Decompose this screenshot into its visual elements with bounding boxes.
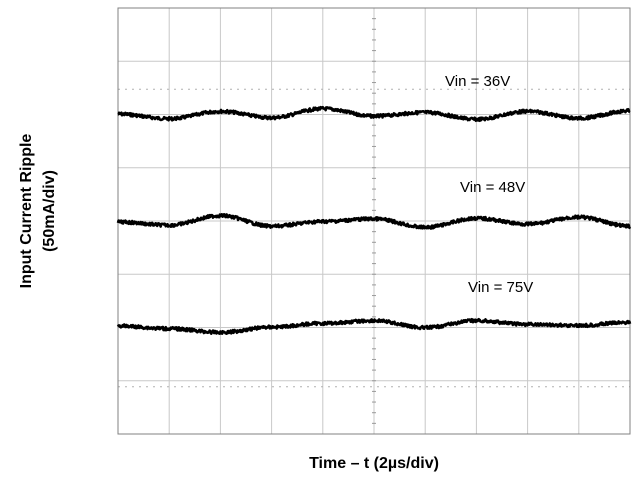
series-label-1: Vin = 36V: [445, 73, 510, 90]
y-axis-label-line1: Input Current Ripple: [18, 133, 35, 289]
y-axis-label: Input Current Ripple (50mA/div): [0, 0, 80, 481]
series-label-2: Vin = 48V: [460, 179, 525, 196]
trace-line-2: [116, 213, 632, 230]
trace-line-3: [116, 317, 632, 335]
y-axis-label-line2: (50mA/div): [41, 170, 58, 252]
trace-line-1: [117, 105, 631, 123]
x-axis-label: Time – t (2µs/div): [309, 455, 439, 472]
series-label-3: Vin = 75V: [468, 279, 533, 296]
